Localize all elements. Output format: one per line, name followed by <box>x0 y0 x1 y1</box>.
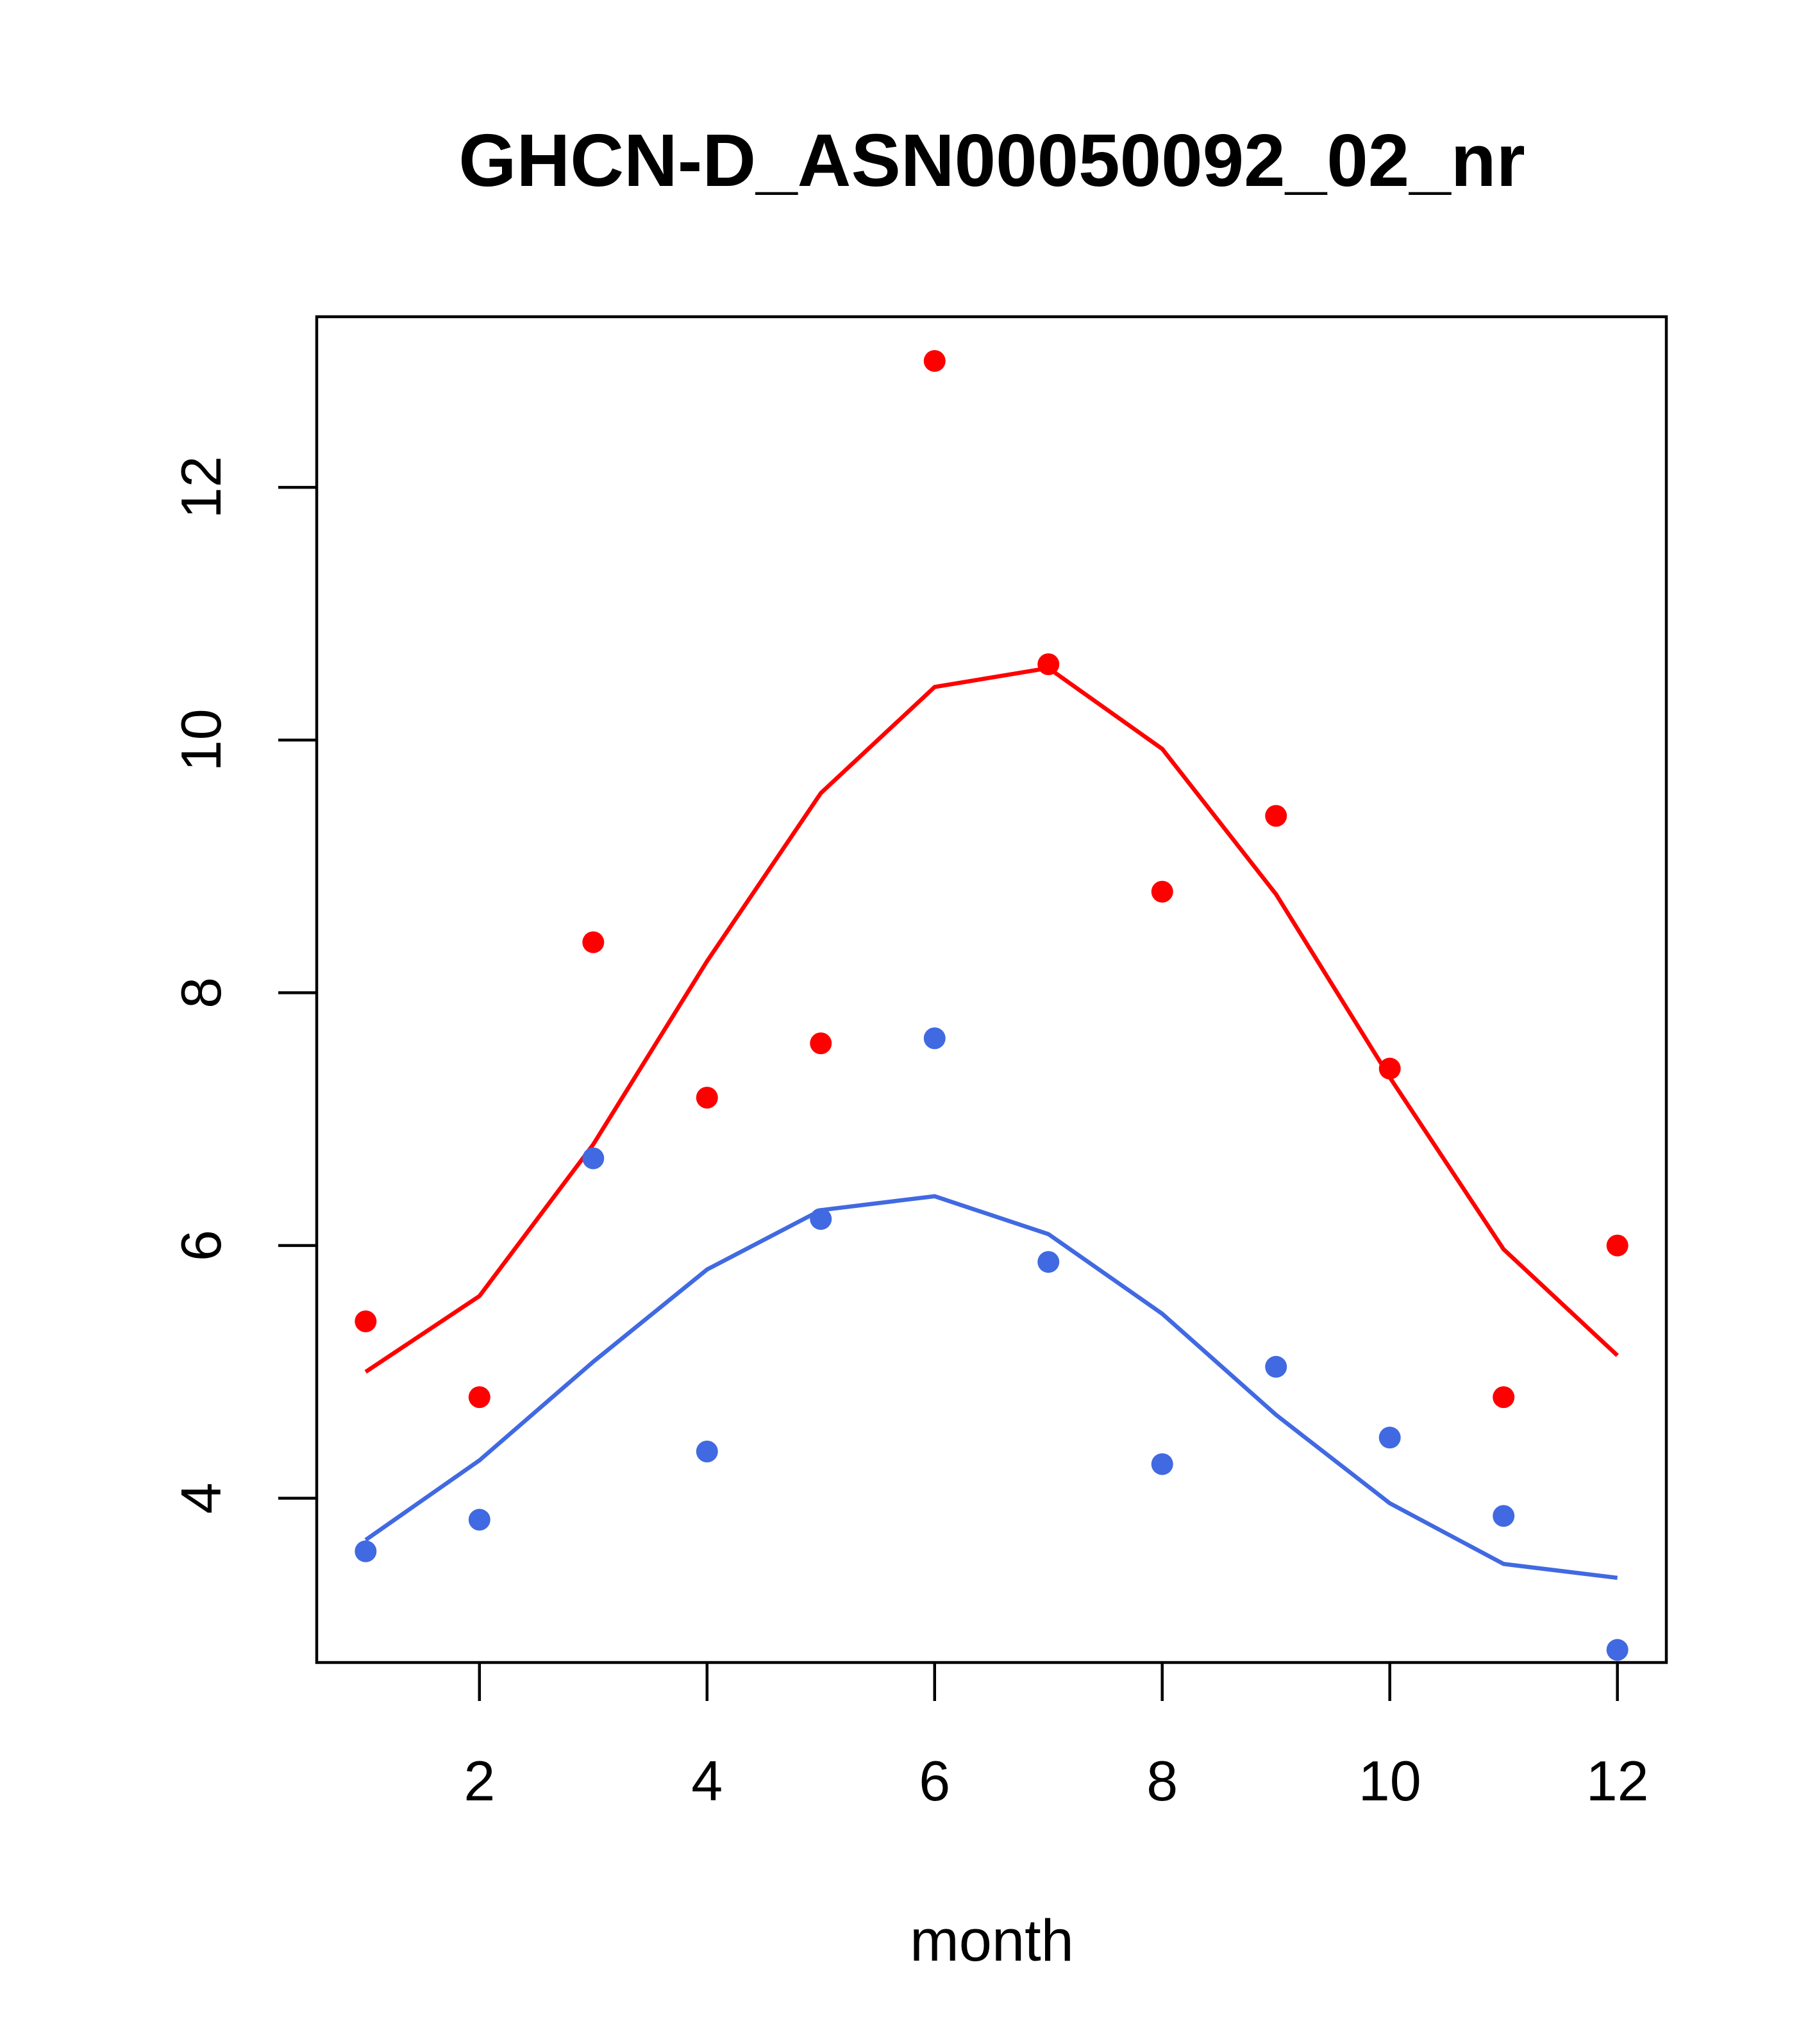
x-tick-label: 12 <box>1586 1749 1649 1813</box>
data-point <box>696 1087 718 1109</box>
data-point <box>1037 653 1060 675</box>
data-point <box>810 1032 832 1055</box>
data-point <box>582 931 605 953</box>
y-tick-label: 10 <box>169 708 233 771</box>
data-point <box>1265 805 1287 827</box>
data-point <box>1151 1453 1173 1475</box>
plot-area <box>315 315 1668 1664</box>
data-point <box>810 1208 832 1230</box>
data-point <box>923 349 946 372</box>
data-point <box>1378 1427 1401 1449</box>
data-point <box>923 1027 946 1050</box>
x-tick-label: 4 <box>691 1749 723 1813</box>
series-layer <box>355 349 1629 1661</box>
y-axis: 4 6 8 10 12 <box>169 456 317 1514</box>
series-line <box>364 666 1619 1374</box>
data-point <box>355 1310 377 1332</box>
data-point <box>582 1147 605 1169</box>
data-point <box>1493 1386 1515 1409</box>
data-point <box>1265 1355 1287 1378</box>
x-tick-label: 8 <box>1146 1749 1178 1813</box>
x-tick-label: 10 <box>1359 1749 1421 1813</box>
data-point <box>696 1440 718 1462</box>
y-tick-label: 8 <box>169 977 233 1009</box>
y-tick-label: 12 <box>169 456 233 519</box>
data-point <box>1606 1234 1629 1257</box>
data-point <box>355 1540 377 1562</box>
chart-title: GHCN-D_ASN00050092_02_nr <box>458 119 1525 202</box>
y-tick-label: 4 <box>169 1482 233 1514</box>
data-point <box>468 1386 490 1409</box>
data-point <box>468 1509 490 1531</box>
series-line <box>364 1194 1618 1580</box>
data-point <box>1151 880 1173 903</box>
x-axis: 2 4 6 8 10 12 <box>464 1663 1649 1813</box>
x-tick-label: 2 <box>464 1749 495 1813</box>
x-axis-label: month <box>910 1908 1074 1973</box>
y-tick-label: 6 <box>169 1230 233 1261</box>
data-point <box>1606 1639 1629 1661</box>
data-point <box>1493 1505 1515 1527</box>
data-point <box>1037 1251 1060 1273</box>
data-point <box>1378 1057 1401 1080</box>
x-tick-label: 6 <box>919 1749 950 1813</box>
